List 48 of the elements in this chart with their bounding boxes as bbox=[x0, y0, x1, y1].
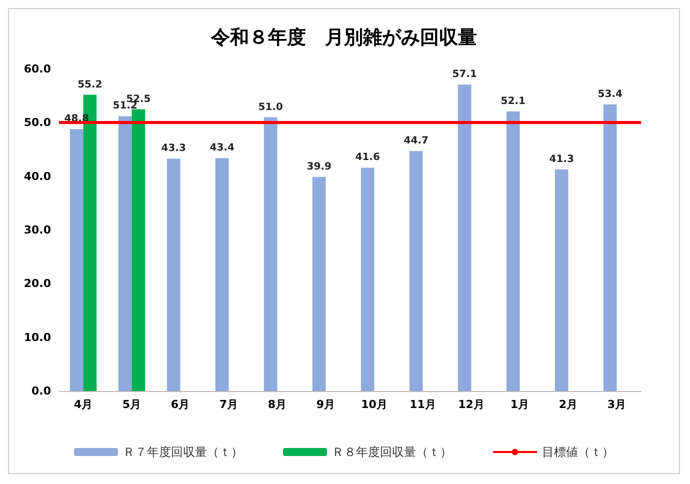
data-label: 44.7 bbox=[404, 136, 428, 147]
y-tick-label: 10.0 bbox=[24, 330, 52, 344]
x-tick-label: 6月 bbox=[170, 398, 190, 411]
chart-title: 令和８年度 月別雑がみ回収量 bbox=[210, 26, 477, 48]
bar bbox=[70, 129, 84, 391]
x-tick-label: 11月 bbox=[410, 398, 436, 411]
data-label: 43.3 bbox=[161, 143, 186, 154]
legend-label: 目標値（ｔ） bbox=[542, 445, 614, 459]
bar bbox=[132, 109, 146, 391]
bar bbox=[312, 176, 326, 391]
y-tick-label: 50.0 bbox=[24, 116, 52, 130]
bar bbox=[506, 111, 520, 391]
x-tick-label: 3月 bbox=[607, 398, 626, 411]
data-label: 57.1 bbox=[452, 69, 477, 80]
data-label: 51.2 bbox=[112, 100, 138, 112]
bar bbox=[264, 117, 278, 391]
data-label: 43.4 bbox=[210, 142, 234, 154]
y-tick-label: 30.0 bbox=[24, 224, 52, 236]
data-label: 41.6 bbox=[355, 152, 380, 164]
x-tick-label: 4月 bbox=[74, 398, 93, 411]
legend-label: Ｒ７年度回収量（ｔ） bbox=[123, 445, 243, 459]
data-label: 53.4 bbox=[598, 88, 622, 100]
y-tick-label: 40.0 bbox=[24, 170, 52, 183]
data-label: 52.1 bbox=[500, 96, 526, 107]
bar bbox=[118, 116, 132, 391]
y-tick-label: 20.0 bbox=[24, 277, 52, 290]
bar bbox=[166, 158, 180, 391]
bar bbox=[215, 158, 229, 391]
x-tick-label: 7月 bbox=[219, 398, 238, 411]
bar bbox=[603, 104, 617, 391]
data-label: 41.3 bbox=[549, 154, 574, 165]
x-tick-label: 2月 bbox=[558, 398, 578, 411]
bar bbox=[458, 84, 472, 391]
bar bbox=[409, 151, 423, 391]
x-tick-label: 10月 bbox=[361, 398, 388, 411]
x-tick-label: 1月 bbox=[510, 398, 530, 411]
y-tick-label: 0.0 bbox=[32, 384, 52, 398]
x-tick-label: 9月 bbox=[316, 398, 336, 411]
legend-label: Ｒ８年度回収量（ｔ） bbox=[332, 445, 452, 459]
data-label: 51.0 bbox=[258, 102, 283, 113]
data-label: 55.2 bbox=[78, 79, 102, 90]
bar bbox=[554, 169, 568, 391]
x-tick-label: 12月 bbox=[458, 398, 484, 411]
x-tick-label: 5月 bbox=[122, 398, 142, 411]
bar bbox=[360, 168, 374, 391]
y-tick-label: 60.0 bbox=[24, 62, 52, 76]
x-tick-label: 8月 bbox=[268, 398, 287, 411]
data-label: 39.9 bbox=[306, 161, 332, 172]
